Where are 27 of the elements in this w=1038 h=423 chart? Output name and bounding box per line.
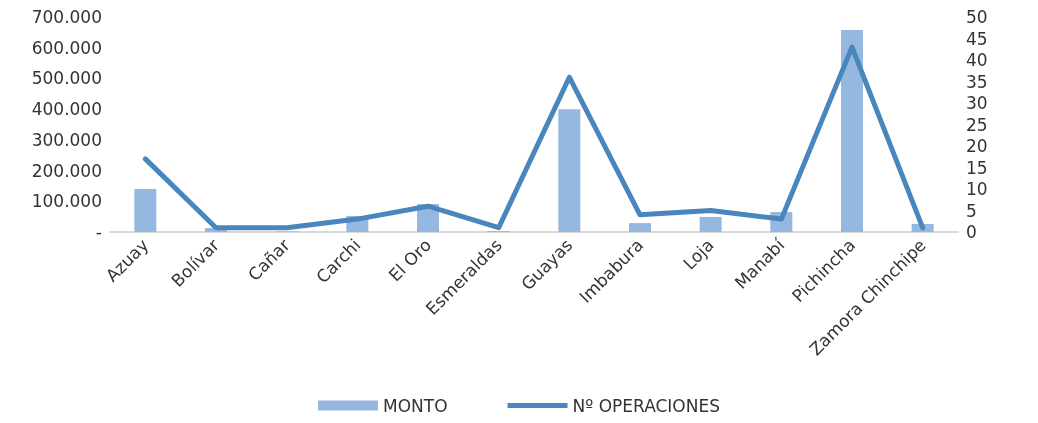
y-tick-label: - — [95, 222, 102, 242]
y-tick-label: 300.000 — [31, 129, 102, 150]
bar — [134, 189, 157, 232]
bar — [699, 216, 722, 232]
y2-tick-label: 20 — [966, 136, 988, 156]
y-tick-label: 200.000 — [31, 160, 102, 181]
x-tick-label: Loja — [679, 234, 718, 274]
y-tick-label: 700.000 — [31, 7, 102, 27]
y2-tick-label: 40 — [966, 50, 988, 70]
y-tick-label: 500.000 — [31, 68, 102, 89]
y2-tick-label: 15 — [966, 157, 988, 178]
y-tick-label: 100.000 — [31, 191, 102, 212]
y2-tick-label: 5 — [966, 200, 977, 221]
y-tick-label: 600.000 — [31, 37, 102, 58]
y2-tick-label: 10 — [966, 179, 988, 199]
y-tick-label: 400.000 — [31, 99, 102, 120]
bar — [558, 109, 581, 232]
legend-label: MONTO — [383, 395, 448, 416]
y2-tick-label: 0 — [966, 222, 977, 242]
bar — [841, 29, 863, 232]
legend-label: Nº OPERACIONES — [572, 395, 721, 416]
y2-tick-label: 35 — [966, 71, 988, 92]
y2-tick-label: 30 — [966, 93, 988, 113]
y2-tick-label: 50 — [966, 7, 988, 27]
bar — [629, 223, 651, 232]
y2-tick-label: 25 — [966, 114, 988, 135]
y2-tick-label: 45 — [966, 28, 988, 49]
